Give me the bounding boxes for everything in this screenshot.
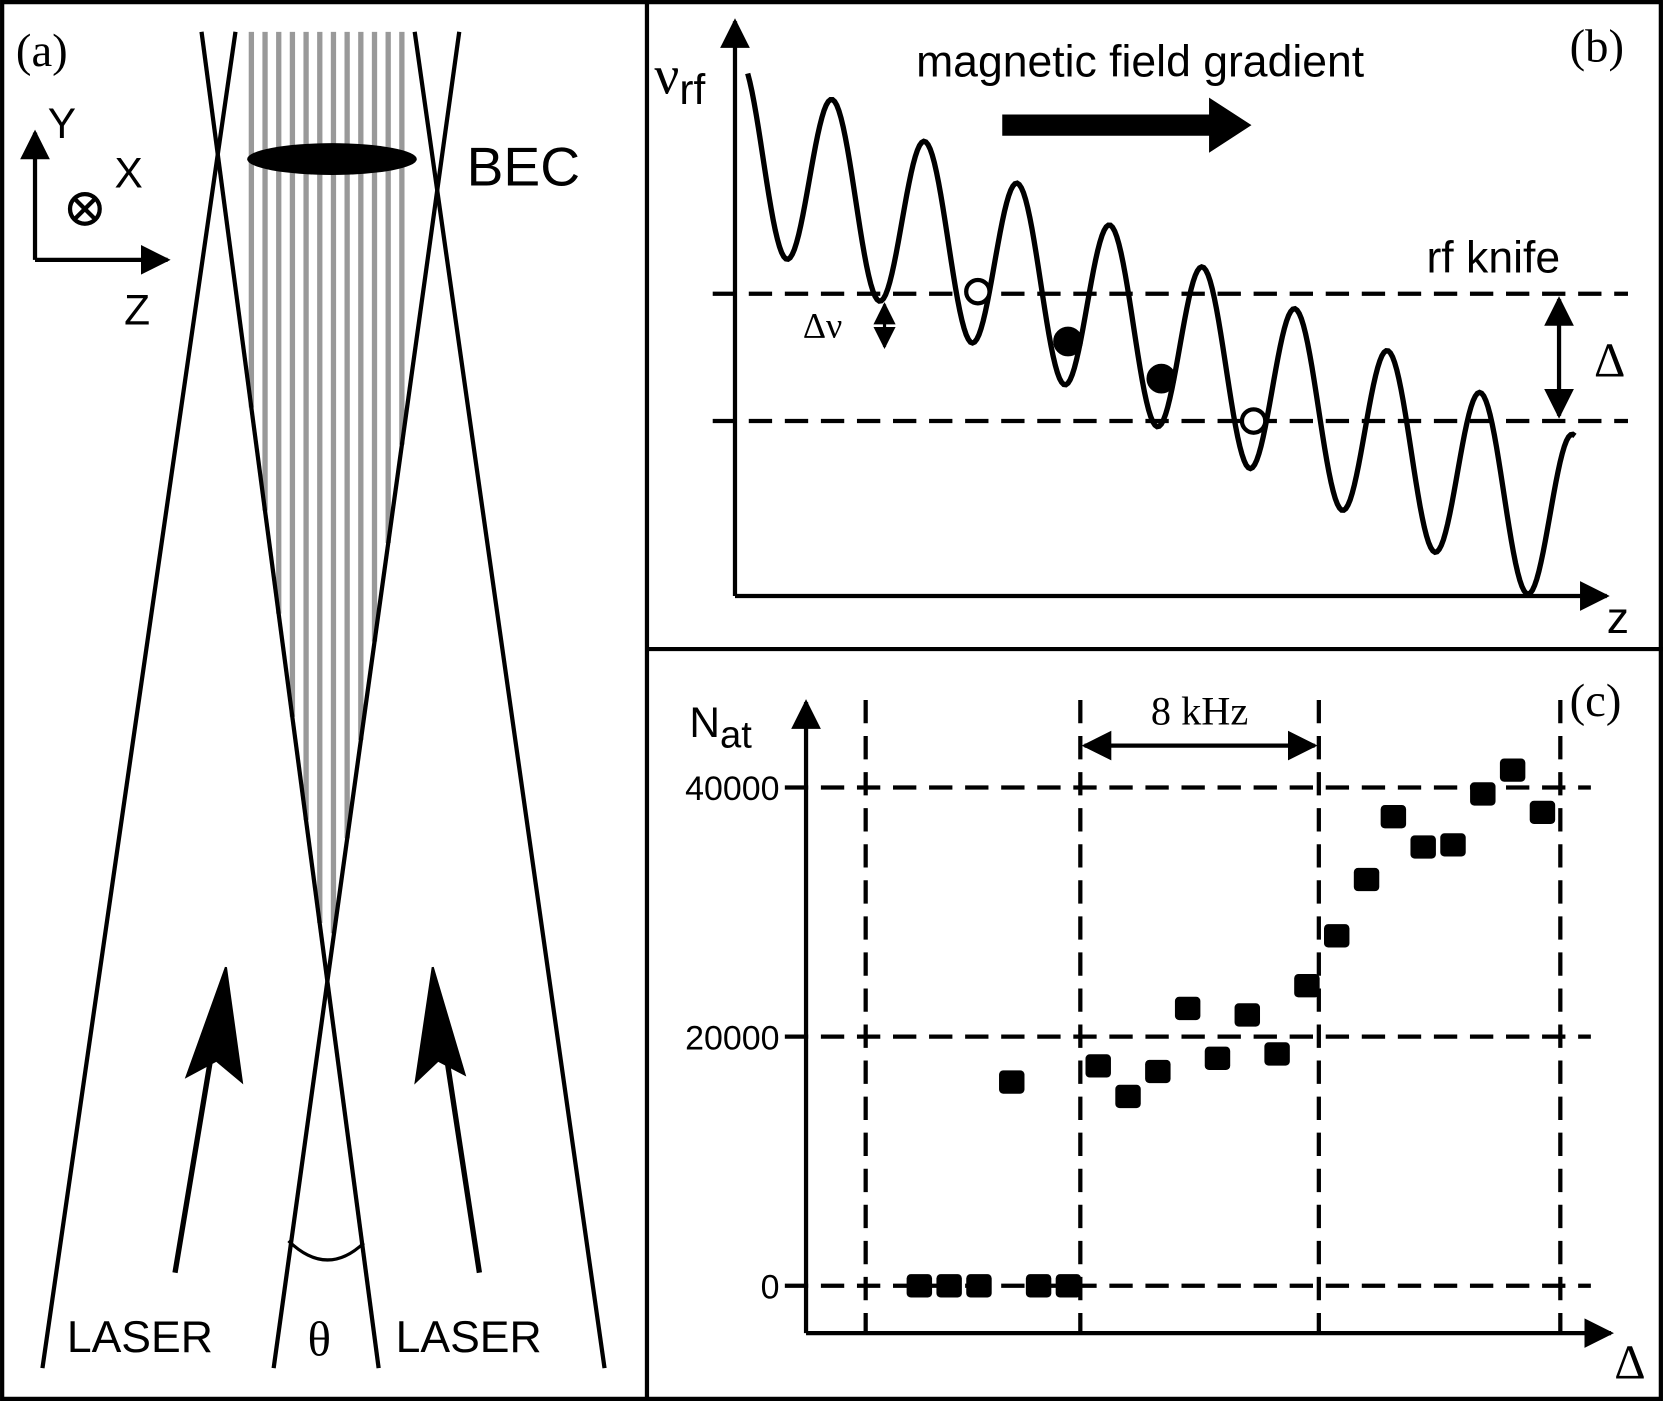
data-point [966,1274,992,1298]
annotation: 8 kHz [1151,688,1248,733]
data-point [906,1274,933,1298]
data-point [1055,1274,1082,1298]
small-gap-label: Δν [803,305,842,345]
data-point [1380,805,1407,829]
data-point [1294,973,1320,998]
chart: 0 20000 40000 8 kHz (c) Nat Δ [685,675,1645,1390]
x-label: z [1607,594,1629,643]
y-tick-label: 20000 [685,1019,779,1057]
data-point [1115,1084,1141,1109]
atoms [964,277,1268,435]
data-point [1145,1059,1171,1084]
panel-label: (c) [1570,675,1622,727]
x-label: Δ [1614,1336,1645,1390]
panel-label: (b) [1570,21,1624,73]
data-point [1410,835,1436,859]
data-point [1353,867,1380,892]
fringes [248,31,405,934]
knife-lines [712,291,1628,424]
data-point [1499,758,1526,782]
beams [40,31,607,1369]
axis-label: Z [124,287,150,334]
bec-cloud [247,143,417,175]
y-label: Nat [689,699,752,757]
y-tick-label: 40000 [685,770,779,808]
coordinate-axes [20,129,171,275]
angle-label: θ [308,1312,331,1366]
y-subscript: rf [679,66,705,113]
data-point [1529,800,1556,825]
y-tick-label: 0 [761,1269,780,1307]
laser-label: LASER [67,1313,213,1362]
data-point [1174,996,1201,1021]
knife-label: rf knife [1426,234,1560,283]
gradient-arrow [1002,97,1252,153]
data-point [1264,1042,1290,1066]
angle-arc [287,1239,365,1262]
data-point [1470,782,1496,806]
y-label-main: N [689,699,720,746]
y-label: νrf [654,44,705,113]
axes [720,18,1610,611]
y-label-sub: at [720,714,752,757]
data-point [1204,1046,1231,1070]
bec-label: BEC [467,136,580,198]
data-point [1440,833,1466,857]
gap-label: Δ [1594,333,1625,387]
data-point [999,1070,1025,1094]
data-point [1324,924,1350,948]
laser-label: LASER [396,1313,542,1362]
data-point [1025,1274,1052,1298]
data-point [1085,1054,1111,1078]
panel-label: (a) [16,25,68,77]
data-point [1234,1003,1261,1027]
laser-arrows [172,966,483,1274]
axis-label: X [115,150,143,197]
potential-curve [745,72,1577,598]
y-symbol: ν [654,44,679,105]
arrow-label: magnetic field gradient [916,37,1365,86]
data-point [936,1274,962,1298]
axis-label: Y [48,100,76,147]
